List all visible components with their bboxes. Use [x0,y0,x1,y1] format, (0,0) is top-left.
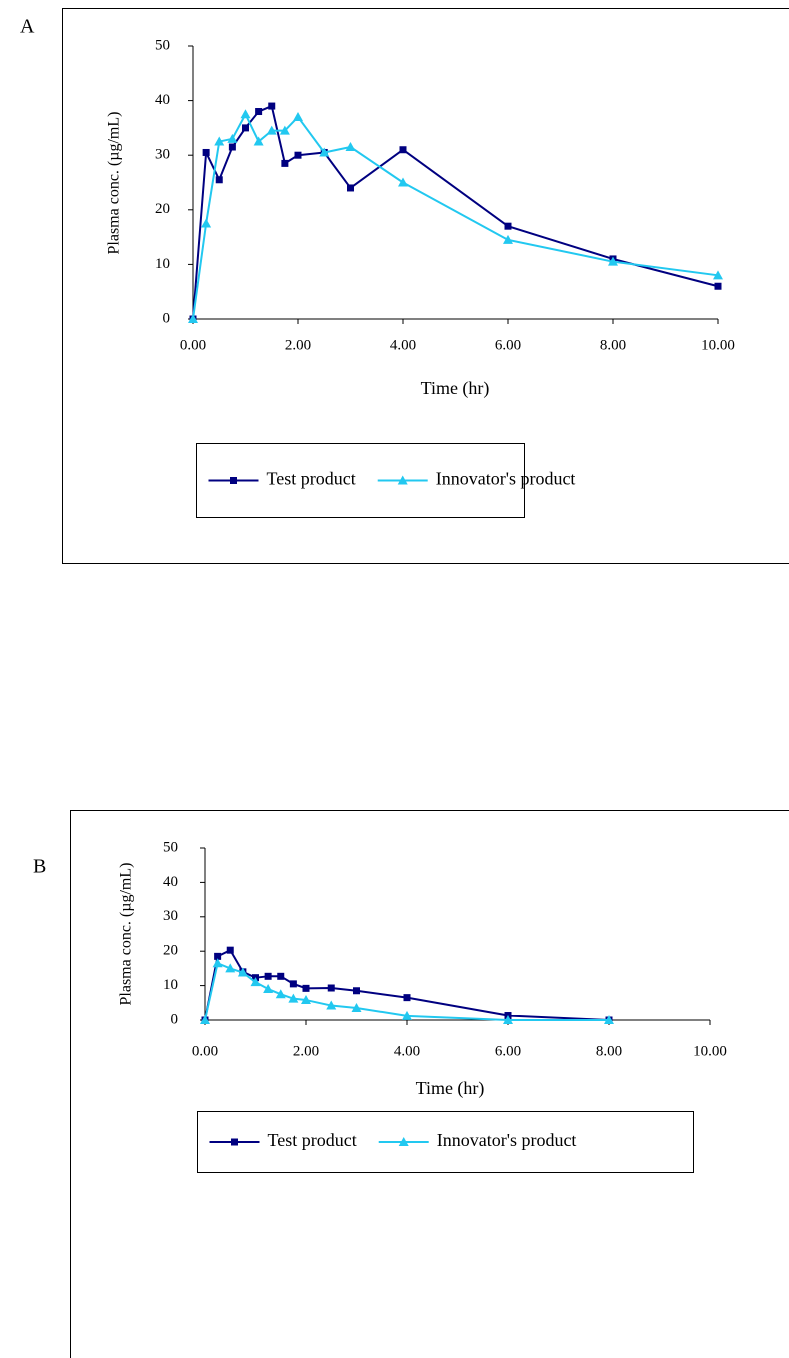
marker [326,1000,337,1010]
x-tick-label: 0.00 [192,1043,218,1059]
panel-label: A [20,16,35,38]
x-axis-label: Time (hr) [421,378,490,399]
marker [263,984,274,994]
y-tick-label: 20 [155,201,170,217]
marker [227,133,238,143]
marker [240,109,251,119]
marker [212,958,223,968]
y-tick-label: 20 [163,943,178,959]
marker [255,108,263,116]
marker [266,125,277,135]
legend-label: Test product [268,1130,357,1150]
marker [277,972,285,980]
marker [327,984,335,992]
x-tick-label: 8.00 [600,337,626,353]
y-axis-label: Plasma conc. (µg/mL) [106,112,123,255]
marker [294,151,302,159]
marker [250,977,261,987]
x-axis-label: Time (hr) [416,1078,485,1099]
y-tick-label: 40 [155,92,170,108]
panel-label: B [33,856,46,878]
x-tick-label: 6.00 [495,337,521,353]
marker [713,270,723,280]
x-tick-label: 2.00 [285,337,311,353]
y-axis-label: Plasma conc. (µg/mL) [118,863,135,1006]
y-tick-label: 10 [155,256,170,272]
marker [353,987,360,995]
marker [215,176,223,184]
series-line [204,949,610,1021]
marker [289,980,297,988]
marker [608,256,618,266]
legend-label: Innovator's product [437,1130,577,1150]
marker [264,972,272,980]
marker [714,282,722,290]
legend-box [197,1111,694,1173]
legend-label: Test product [267,469,356,489]
marker [345,142,356,152]
x-tick-label: 6.00 [495,1043,521,1059]
marker [253,136,264,146]
y-tick-label: 50 [163,839,178,855]
marker [237,967,248,977]
marker [319,147,330,157]
marker [225,963,236,973]
series-line [192,105,719,320]
y-tick-label: 30 [163,908,178,924]
marker [188,314,198,323]
marker [226,946,234,954]
x-tick-label: 0.00 [180,337,206,353]
y-tick-label: 0 [171,1011,179,1027]
x-tick-label: 4.00 [394,1043,420,1059]
marker [347,184,354,192]
y-tick-label: 40 [163,874,178,890]
y-tick-label: 0 [163,310,171,326]
marker [275,989,286,999]
marker [279,125,290,135]
marker [403,994,411,1002]
x-tick-label: 8.00 [596,1043,622,1059]
series-line [192,113,719,320]
marker [398,177,408,187]
chart-frame [62,8,789,564]
marker [397,475,408,485]
legend-label: Innovator's product [436,469,576,489]
marker [214,952,222,960]
marker [230,477,237,484]
x-tick-label: 10.00 [693,1043,727,1059]
chart-frame [70,810,789,1358]
marker [503,1015,513,1024]
y-tick-label: 10 [163,977,178,993]
marker [202,148,210,156]
marker [398,1137,409,1146]
marker [200,1015,210,1024]
marker [604,1015,614,1024]
marker [281,159,289,167]
x-tick-label: 4.00 [390,337,416,353]
marker [503,234,513,244]
marker [399,146,407,154]
marker [301,995,311,1005]
marker [288,993,299,1003]
marker [402,1010,412,1020]
marker [214,136,225,146]
y-tick-label: 50 [155,37,170,53]
y-tick-label: 30 [155,147,170,163]
marker [302,984,310,992]
marker [293,111,303,121]
marker [231,1138,238,1146]
marker [201,218,212,228]
x-tick-label: 2.00 [293,1043,319,1059]
marker [268,102,276,110]
x-tick-label: 10.00 [701,337,735,353]
marker [242,124,249,132]
marker [228,143,236,151]
marker [351,1002,362,1012]
marker [504,222,512,230]
